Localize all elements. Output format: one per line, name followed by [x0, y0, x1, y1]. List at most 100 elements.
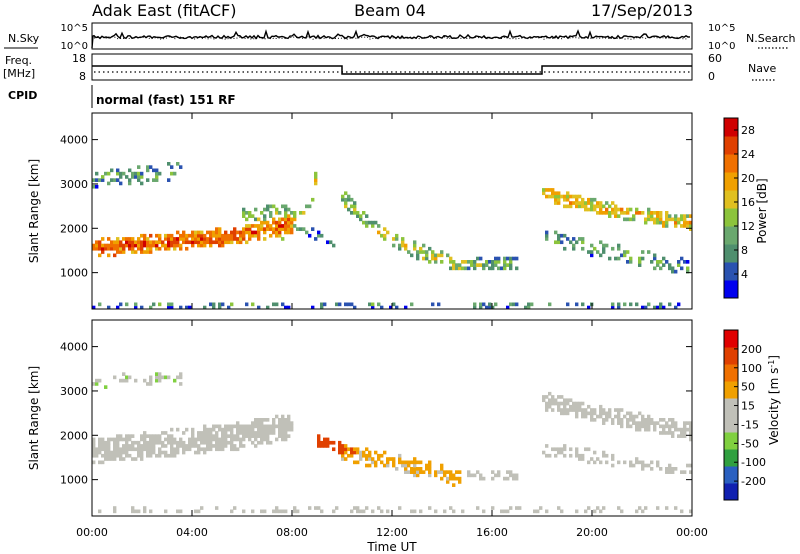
heatmap-cell	[128, 246, 132, 251]
heatmap-cell	[257, 434, 261, 438]
heatmap-cell	[176, 444, 180, 448]
heatmap-cell	[599, 211, 603, 215]
heatmap-cell	[656, 260, 660, 264]
heatmap-cell	[137, 453, 141, 458]
heatmap-cell	[167, 302, 171, 307]
heatmap-cell	[371, 302, 375, 307]
heatmap-cell	[290, 220, 294, 225]
heatmap-cell	[596, 414, 600, 419]
heatmap-cell	[512, 302, 516, 307]
heatmap-cell	[617, 414, 621, 419]
heatmap-cell	[506, 305, 510, 310]
heatmap-cell	[275, 437, 279, 442]
heatmap-cell	[140, 243, 144, 248]
heatmap-cell	[647, 463, 651, 468]
heatmap-cell	[170, 240, 174, 245]
heatmap-cell	[563, 194, 567, 199]
heatmap-cell	[566, 408, 570, 412]
heatmap-cell	[278, 217, 282, 222]
heatmap-cell	[347, 207, 351, 212]
heatmap-cell	[278, 431, 282, 435]
heatmap-cell	[560, 447, 564, 452]
heatmap-cell	[599, 509, 603, 514]
heatmap-cell	[647, 424, 651, 429]
heatmap-cell	[434, 256, 438, 261]
heatmap-cell	[206, 440, 210, 445]
heatmap-cell	[128, 181, 132, 186]
heatmap-cell	[260, 440, 264, 445]
heatmap-cell	[368, 450, 372, 455]
heatmap-cell	[131, 444, 135, 448]
heatmap-cell	[668, 463, 672, 468]
heatmap-cell	[281, 424, 285, 429]
heatmap-cell	[368, 220, 372, 225]
heatmap-cell	[209, 444, 213, 448]
heatmap-cell	[575, 453, 579, 458]
heatmap-cell	[662, 305, 666, 310]
heatmap-cell	[383, 450, 387, 455]
heatmap-cell	[155, 175, 159, 179]
heatmap-cell	[665, 470, 669, 474]
heatmap-cell	[566, 411, 570, 416]
heatmap-cell	[686, 427, 690, 432]
heatmap-cell	[206, 237, 210, 241]
heatmap-cell	[659, 220, 663, 225]
heatmap-cell	[245, 424, 249, 429]
heatmap-cell	[512, 473, 516, 478]
heatmap-cell	[248, 227, 252, 231]
colorbar-swatch	[724, 226, 738, 245]
heatmap-cell	[569, 453, 573, 458]
heatmap-cell	[149, 444, 153, 448]
heatmap-cell	[581, 237, 585, 241]
heatmap-cell	[665, 214, 669, 218]
heatmap-cell	[479, 476, 483, 481]
heatmap-cell	[143, 447, 147, 452]
heatmap-cell	[119, 447, 123, 452]
heatmap-cell	[248, 431, 252, 435]
heatmap-cell	[266, 204, 270, 209]
heatmap-cell	[164, 375, 168, 380]
heatmap-cell	[440, 260, 444, 264]
heatmap-cell	[641, 256, 645, 261]
heatmap-cell	[413, 243, 417, 248]
colorbar-swatch	[724, 118, 738, 137]
heatmap-cell	[161, 243, 165, 248]
heatmap-cell	[590, 418, 594, 422]
heatmap-cell	[515, 473, 519, 478]
heatmap-cell	[92, 184, 96, 189]
heatmap-cell	[134, 305, 138, 310]
heatmap-cell	[653, 211, 657, 215]
velocity-heatmap	[92, 372, 693, 514]
heatmap-cell	[617, 418, 621, 422]
heatmap-cell	[515, 476, 519, 481]
heatmap-cell	[314, 178, 318, 182]
heatmap-cell	[149, 305, 153, 310]
heatmap-cell	[218, 424, 222, 429]
heatmap-cell	[212, 305, 216, 310]
heatmap-cell	[638, 427, 642, 432]
heatmap-cell	[542, 395, 546, 399]
heatmap-cell	[194, 230, 198, 235]
heatmap-cell	[113, 440, 117, 445]
heatmap-cell	[626, 211, 630, 215]
heatmap-cell	[125, 302, 129, 307]
heatmap-cell	[599, 204, 603, 209]
heatmap-cell	[194, 509, 198, 514]
heatmap-cell	[593, 418, 597, 422]
heatmap-cell	[581, 453, 585, 458]
heatmap-cell	[614, 256, 618, 261]
heatmap-cell	[152, 243, 156, 248]
heatmap-cell	[218, 233, 222, 238]
heatmap-cell	[260, 427, 264, 432]
heatmap-cell	[155, 246, 159, 251]
heatmap-cell	[203, 240, 207, 245]
heatmap-cell	[632, 463, 636, 468]
heatmap-cell	[92, 453, 96, 458]
heatmap-cell	[611, 302, 615, 307]
heatmap-cell	[251, 434, 255, 438]
heatmap-cell	[533, 509, 537, 514]
heatmap-cell	[134, 302, 138, 307]
heatmap-cell	[305, 204, 309, 209]
heatmap-cell	[689, 437, 693, 442]
heatmap-cell	[113, 509, 117, 514]
